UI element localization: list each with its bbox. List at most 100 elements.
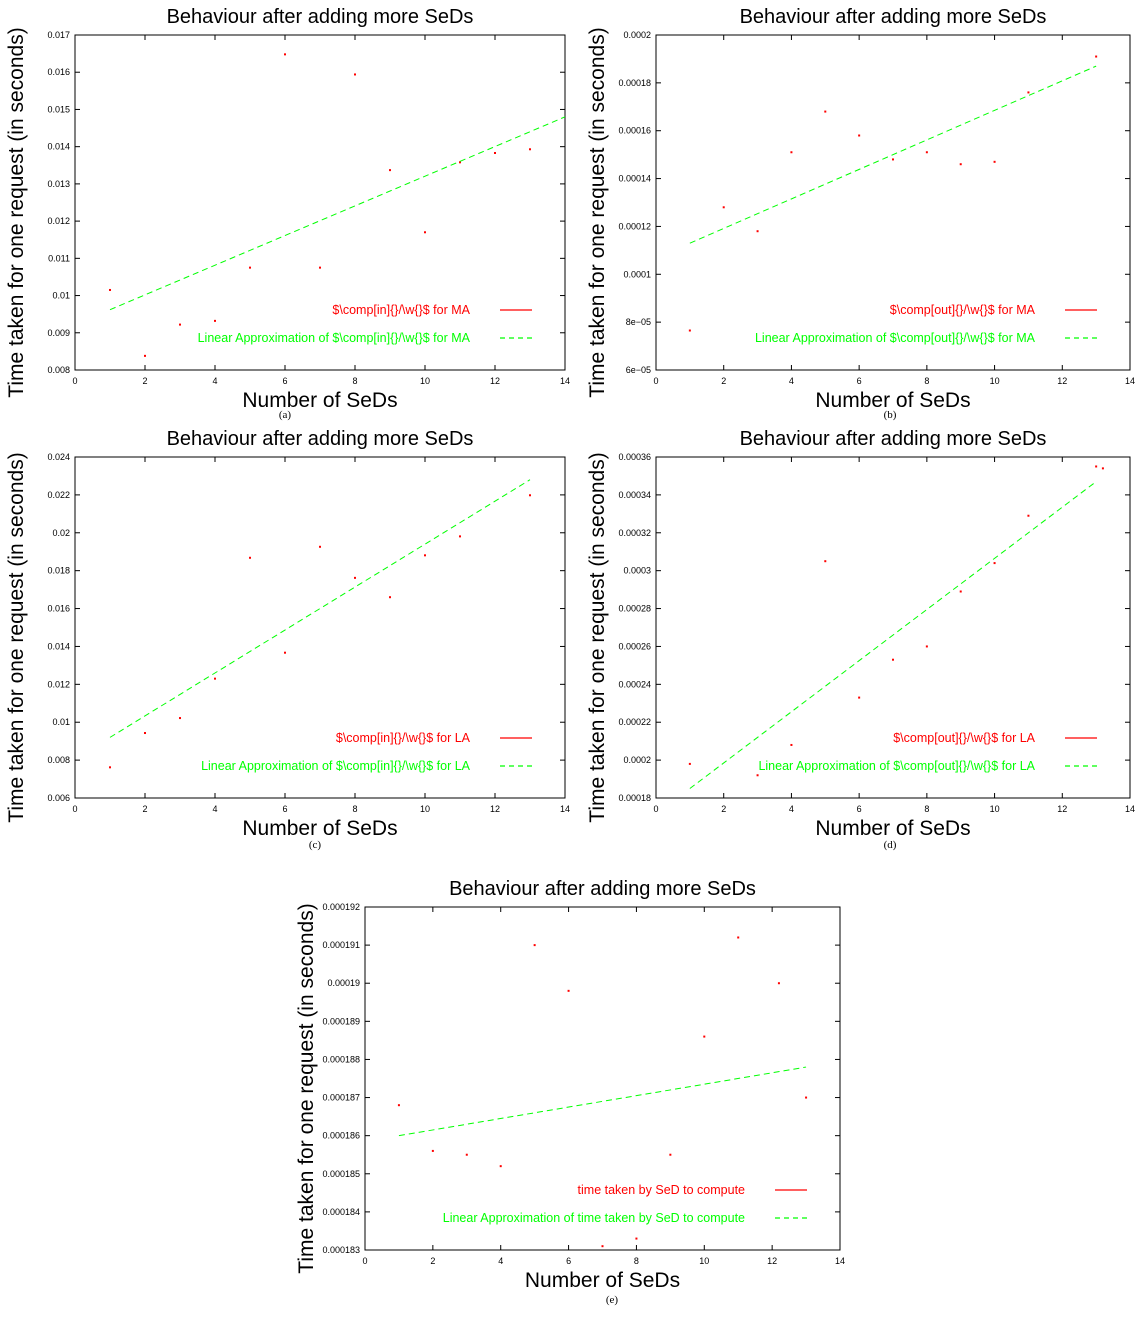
y-tick-label: 0.015	[47, 104, 70, 114]
y-tick-label: 0.02	[52, 528, 70, 538]
data-point	[1027, 91, 1030, 94]
x-axis-label: Number of SeDs	[525, 1269, 680, 1292]
y-tick-label: 0.00018	[618, 78, 651, 88]
data-point	[959, 590, 962, 593]
x-tick-label: 8	[352, 376, 357, 386]
data-point	[319, 545, 321, 548]
chart-title: Behaviour after adding more SeDs	[449, 878, 756, 900]
x-tick-label: 10	[699, 1256, 709, 1266]
x-tick-label: 2	[142, 376, 147, 386]
y-tick-label: 0.000186	[322, 1131, 360, 1141]
data-point	[494, 151, 496, 154]
data-point	[144, 732, 146, 735]
data-point	[1095, 55, 1098, 58]
chart-e: 0 2 4 6 8 10 12 14 0.000183 0.000184 0.000185 0.000…	[295, 878, 845, 1306]
data-point	[214, 319, 216, 322]
y-tick-label: 8e−05	[626, 317, 651, 327]
chart-title: Behaviour after adding more SeDs	[167, 428, 474, 450]
y-tick-label: 0.00024	[618, 679, 651, 689]
y-tick-label: 0.011	[48, 253, 70, 263]
y-tick-label: 0.000184	[322, 1207, 360, 1217]
x-tick-label: 2	[430, 1256, 435, 1266]
y-tick-label: 0.000191	[322, 940, 360, 950]
x-tick-label: 10	[420, 804, 430, 814]
panel-caption: (d)	[884, 839, 897, 851]
y-tick-label: 0.0001	[623, 269, 651, 279]
data-point	[144, 354, 146, 357]
data-point	[389, 596, 391, 599]
data-point	[397, 1104, 400, 1107]
fit-line	[109, 479, 531, 738]
y-tick-label: 0.024	[47, 452, 70, 462]
x-axis-label: Number of SeDs	[242, 389, 397, 412]
x-tick-label: 14	[1125, 804, 1135, 814]
data-point	[529, 148, 531, 151]
data-point	[1095, 465, 1098, 468]
x-tick-label: 0	[653, 376, 658, 386]
plot-frame	[74, 34, 566, 371]
data-point	[635, 1237, 638, 1240]
x-tick-label: 4	[789, 804, 794, 814]
y-tick-label: 0.000185	[322, 1169, 360, 1179]
data-point	[179, 717, 181, 720]
x-tick-label: 12	[767, 1256, 777, 1266]
x-tick-label: 10	[420, 376, 430, 386]
x-tick-label: 14	[1125, 376, 1135, 386]
data-point	[1027, 514, 1030, 517]
data-point	[1101, 467, 1104, 470]
y-axis-label: Time taken for one request (in seconds)	[586, 27, 609, 397]
data-point	[925, 151, 928, 154]
x-tick-label: 2	[721, 376, 726, 386]
y-tick-label: 0.01	[52, 291, 70, 301]
x-tick-label: 6	[857, 376, 862, 386]
legend-label: Linear Approximation of $\comp[in]{}/\w{…	[201, 759, 471, 773]
x-tick-label: 10	[990, 804, 1000, 814]
x-axis-label: Number of SeDs	[242, 817, 397, 840]
x-tick-label: 2	[721, 804, 726, 814]
y-tick-label: 0.008	[47, 365, 70, 375]
data-point	[722, 206, 725, 209]
x-tick-label: 8	[634, 1256, 639, 1266]
y-tick-label: 0.0002	[623, 755, 651, 765]
y-tick-label: 0.000188	[322, 1054, 360, 1064]
y-tick-label: 0.00018	[618, 793, 651, 803]
chart-c: 0 2 4 6 8 10 12 14 0.006 0.008 0.01 0.012 0.014 0.016…	[5, 428, 570, 851]
data-point	[892, 158, 894, 161]
y-tick-label: 0.017	[47, 30, 70, 40]
plot-frame	[364, 906, 841, 1251]
x-tick-label: 6	[566, 1256, 571, 1266]
data-point	[431, 1149, 434, 1152]
y-tick-label: 0.018	[47, 566, 70, 576]
x-tick-label: 12	[1057, 376, 1067, 386]
data-point	[703, 1035, 706, 1038]
y-axis-label: Time taken for one request (in seconds)	[295, 903, 318, 1273]
y-tick-label: 0.00016	[618, 126, 651, 136]
data-point	[925, 645, 928, 648]
data-point	[688, 762, 691, 765]
x-tick-label: 14	[560, 804, 570, 814]
data-point	[601, 1245, 604, 1248]
y-tick-label: 0.00034	[618, 490, 651, 500]
data-point	[284, 651, 286, 654]
y-tick-label: 0.013	[47, 179, 70, 189]
data-point	[354, 73, 356, 76]
data-point	[284, 53, 286, 56]
data-point	[993, 160, 996, 163]
y-tick-label: 0.000189	[322, 1016, 360, 1026]
y-tick-label: 0.012	[47, 679, 70, 689]
data-point	[389, 169, 391, 172]
fit-line	[689, 481, 1097, 789]
data-point	[993, 562, 996, 565]
legend-label: time taken by SeD to compute	[578, 1183, 745, 1197]
x-tick-label: 14	[835, 1256, 845, 1266]
data-point	[669, 1153, 672, 1156]
y-tick-label: 0.000187	[322, 1093, 360, 1103]
y-tick-label: 0.008	[47, 755, 70, 765]
data-point	[688, 329, 691, 332]
y-tick-label: 0.000183	[322, 1245, 360, 1255]
data-point	[567, 989, 570, 992]
y-tick-label: 0.009	[47, 328, 70, 338]
data-point	[533, 944, 536, 947]
y-tick-label: 0.00022	[618, 717, 651, 727]
data-point	[892, 658, 894, 661]
